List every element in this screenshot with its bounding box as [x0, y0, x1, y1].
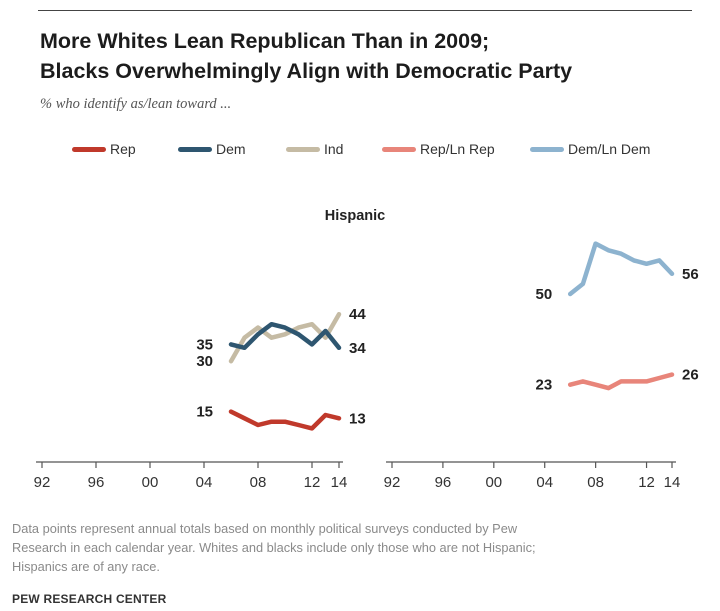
x-tick-label: 92 — [384, 474, 401, 491]
x-tick-label: 12 — [304, 474, 321, 491]
legend-item-ind: Ind — [286, 140, 343, 158]
legend-label-rep: Rep — [110, 141, 136, 157]
note-line-1: Data points represent annual totals base… — [12, 521, 518, 536]
legend-label-dem-ln-dem: Dem/Ln Dem — [568, 141, 651, 157]
end-value-label: 44 — [349, 306, 366, 323]
title-line-2: Blacks Overwhelmingly Align with Democra… — [40, 59, 573, 83]
legend-item-dem: Dem — [178, 140, 246, 158]
legend-swatch-rep-ln-rep — [382, 146, 416, 152]
x-tick-label: 08 — [250, 474, 267, 491]
series-line-ind — [228, 311, 342, 364]
x-tick-label: 04 — [536, 474, 553, 491]
x-tick-label: 04 — [196, 474, 213, 491]
end-value-label: 56 — [682, 266, 699, 283]
legend-swatch-dem-ln-dem — [530, 146, 564, 152]
legend-item-dem-ln-dem: Dem/Ln Dem — [530, 140, 650, 158]
chart-subtitle: % who identify as/lean toward ... — [40, 96, 232, 112]
legend-label-dem: Dem — [216, 141, 246, 157]
series-line-dem — [228, 321, 342, 351]
legend-item-rep-ln-rep: Rep/Ln Rep — [382, 140, 495, 158]
note-line-2: Research in each calendar year. Whites a… — [12, 540, 536, 555]
title-line-1: More Whites Lean Republican Than in 2009… — [40, 29, 490, 53]
legend-swatch-ind — [286, 146, 320, 152]
x-tick-label: 96 — [88, 474, 105, 491]
x-tick-label: 12 — [638, 474, 655, 491]
x-tick-label: 08 — [587, 474, 604, 491]
end-value-label: 34 — [349, 340, 366, 357]
chart-note: Data points represent annual totals base… — [12, 519, 712, 576]
x-tick-label: 14 — [664, 474, 681, 491]
chart-title: More Whites Lean Republican Than in 2009… — [40, 26, 700, 86]
legend-swatch-rep — [72, 146, 106, 152]
series-line-dem-ln-dem — [567, 241, 675, 297]
start-value-label: 50 — [535, 286, 552, 303]
x-tick-label: 92 — [34, 474, 51, 491]
x-tick-label: 96 — [435, 474, 452, 491]
start-value-label: 15 — [196, 404, 213, 421]
legend-swatch-dem — [178, 146, 212, 152]
series-line-rep — [228, 409, 342, 431]
legend-label-ind: Ind — [324, 141, 344, 157]
start-value-label: 30 — [196, 353, 213, 370]
x-tick-label: 00 — [142, 474, 159, 491]
legend-item-rep: Rep — [72, 140, 136, 158]
series-line-rep-ln-rep — [567, 372, 675, 391]
x-tick-label: 14 — [331, 474, 348, 491]
end-value-label: 26 — [682, 367, 699, 384]
note-line-3: Hispanics are of any race. — [12, 559, 160, 574]
legend-label-rep-ln-rep: Rep/Ln Rep — [420, 141, 495, 157]
panel-title: Hispanic — [325, 208, 385, 224]
end-value-label: 13 — [349, 410, 366, 427]
start-value-label: 35 — [196, 336, 213, 353]
start-value-label: 23 — [535, 377, 552, 394]
top-rule — [38, 10, 692, 11]
x-tick-label: 00 — [485, 474, 502, 491]
source-credit: PEW RESEARCH CENTER — [12, 592, 167, 606]
